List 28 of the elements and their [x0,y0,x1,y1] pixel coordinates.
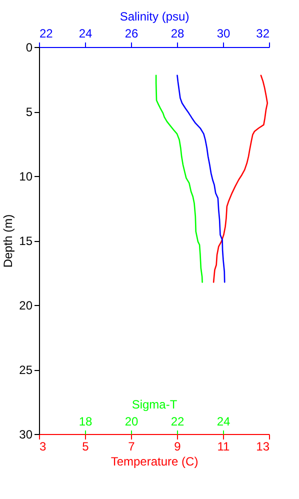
y-tick-label: 30 [19,428,33,442]
x-tick-label: 20 [124,414,138,428]
x-tick-label: 7 [128,440,136,454]
y-tick-label: 10 [19,170,33,184]
y-tick-label: 15 [19,234,33,248]
x2-tick-label: 32 [256,26,270,40]
x-tick-label: 5 [82,440,90,454]
x-tick-label: 18 [78,414,92,428]
y-tick-label: 0 [26,40,33,54]
x2-tick-label: 26 [124,26,138,40]
x-tick-label: 13 [256,440,270,454]
x-tick-label: 3 [40,440,46,454]
x-axis-title: Temperature (C) [110,454,198,468]
line-series [212,74,268,283]
x2-tick-label: 24 [78,26,92,40]
x2-tick-label: 28 [170,26,184,40]
x-axis-title: Sigma-T [132,398,178,412]
x-tick-label: 22 [170,414,184,428]
x2-axis-title: Salinity (psu) [120,10,190,24]
x2-tick-label: 30 [216,26,230,40]
y-tick-label: 5 [26,105,33,119]
y-tick-label: 20 [19,298,33,312]
x2-tick-label: 22 [40,26,54,40]
y-tick-label: 25 [19,363,33,377]
x-tick-label: 9 [174,440,182,454]
x-tick-label: 11 [217,440,230,454]
y-axis-title: Depth (m) [1,214,16,268]
x-tick-label: 24 [216,414,230,428]
